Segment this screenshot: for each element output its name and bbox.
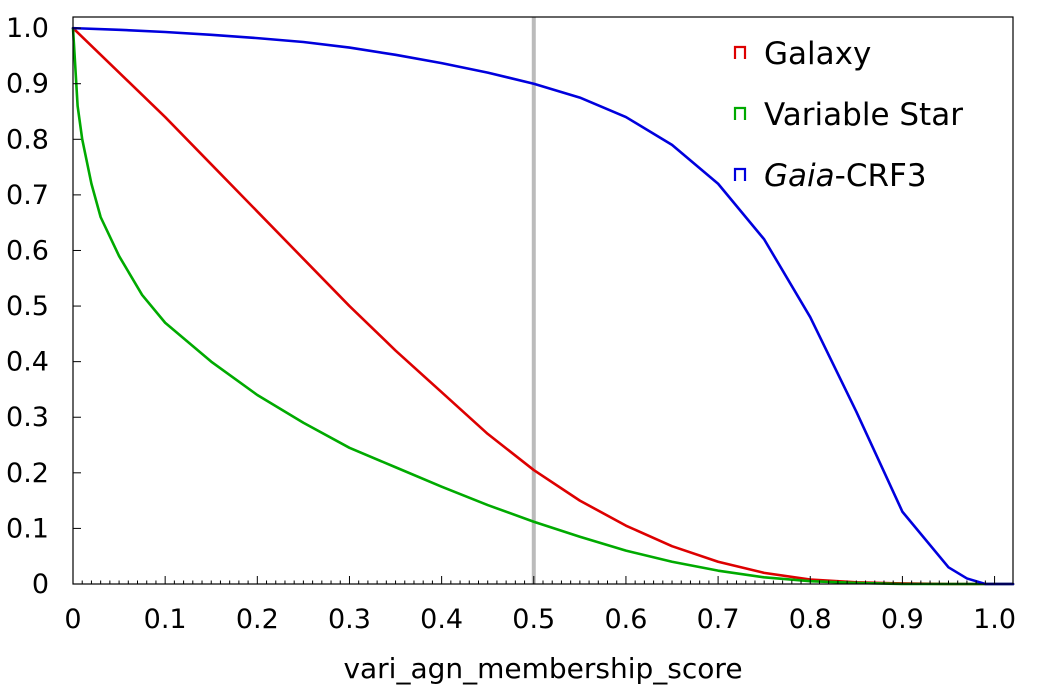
legend-label-rest: -CRF3: [835, 158, 927, 194]
legend-item-variable-star: Variable Star: [733, 97, 963, 133]
series-line-variable-star: [71, 26, 1015, 586]
x-axis-title: vari_agn_membership_score: [343, 652, 742, 685]
y-tick-label: 0.4: [6, 347, 49, 378]
y-tick-label: 1.0: [6, 13, 49, 44]
legend-label-italic: Gaia: [764, 158, 835, 194]
legend-item-galaxy: Galaxy: [733, 36, 871, 72]
y-tick-label: 0: [32, 569, 49, 600]
x-tick-label: 0.3: [328, 604, 371, 635]
x-tick-label: 0.5: [512, 604, 555, 635]
x-tick-label: 0.1: [144, 604, 187, 635]
legend-symbol: [733, 167, 747, 181]
x-tick-label: 0.6: [604, 604, 647, 635]
y-tick-label: 0.9: [6, 69, 49, 100]
legend-symbol: [733, 45, 747, 59]
legend-label: Variable Star: [764, 97, 963, 133]
x-tick-label: 0.9: [881, 604, 924, 635]
x-tick-label: 0.7: [697, 604, 740, 635]
x-tick-label: 0.8: [789, 604, 832, 635]
y-tick-label: 0.6: [6, 235, 49, 266]
x-tick-label: 0.4: [420, 604, 463, 635]
y-tick-label: 0.3: [6, 402, 49, 433]
x-tick-label: 0.2: [236, 604, 279, 635]
y-tick-label: 0.7: [6, 180, 49, 211]
x-tick-label: 1.0: [973, 604, 1016, 635]
legend-label: Gaia-CRF3: [764, 158, 927, 194]
y-tick-label: 0.5: [6, 291, 49, 322]
y-tick-label: 0.8: [6, 124, 49, 155]
y-tick-label: 0.1: [6, 513, 49, 544]
legend-symbol: [733, 106, 747, 120]
y-tick-label: 0.2: [6, 458, 49, 489]
series-line-gaia-crf3: [71, 26, 1015, 586]
legend-item-gaia-crf3: Gaia-CRF3: [733, 158, 927, 194]
legend-label: Galaxy: [764, 36, 871, 72]
x-tick-label: 0: [64, 604, 81, 635]
